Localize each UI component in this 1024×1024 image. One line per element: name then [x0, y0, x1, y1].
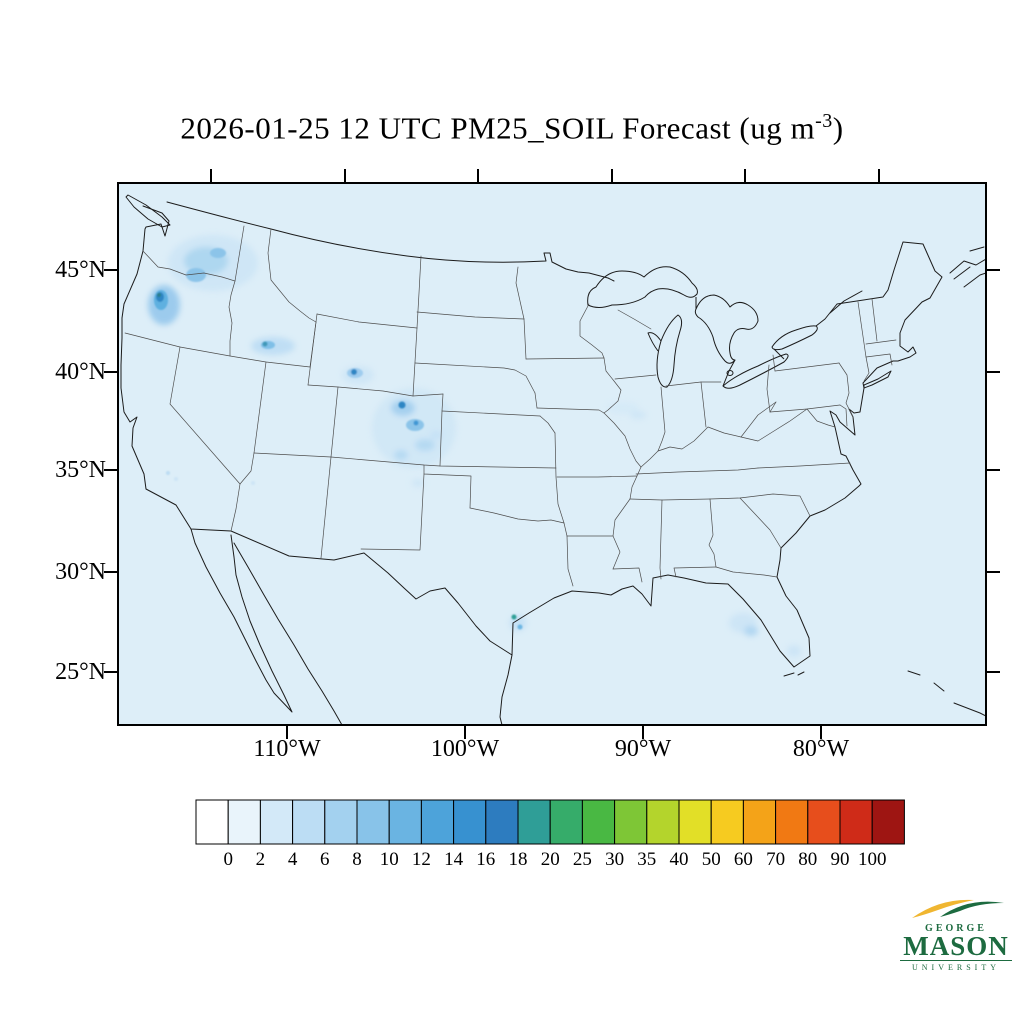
axis-ticks — [104, 169, 1000, 739]
lon-tick-label: 90°W — [614, 736, 672, 762]
colorbar-tick-label: 35 — [637, 849, 657, 870]
colorbar-tick-label: 12 — [411, 849, 431, 870]
plot-title: 2026-01-25 12 UTC PM25_SOIL Forecast (ug… — [0, 110, 1024, 146]
colorbar-tick-label: 20 — [540, 849, 560, 870]
green-bay — [647, 332, 662, 352]
colorbar-tick-label: 40 — [669, 849, 689, 870]
colorbar-cell — [517, 799, 551, 845]
lon-tick-label: 100°W — [430, 736, 500, 762]
colorbar-cell — [710, 799, 744, 845]
niagara-river — [773, 348, 785, 360]
colorbar-cell — [420, 799, 455, 845]
colorbar-cell — [356, 799, 390, 845]
gmu-logo-university: UNIVERSITY — [900, 960, 1012, 972]
colorbar-cell — [259, 799, 294, 845]
lat-tick-label: 45°N — [55, 257, 106, 283]
lake-st-clair — [726, 370, 734, 376]
plot-title-close: ) — [832, 110, 844, 146]
colorbar-cell — [775, 799, 809, 845]
colorbar-cell — [195, 799, 229, 845]
colorbar-tick-label: 100 — [857, 849, 887, 870]
colorbar-tick-label: 8 — [352, 849, 362, 870]
plot-title-exponent: -3 — [815, 110, 833, 132]
gmu-logo-george: GEORGE — [925, 923, 987, 934]
colorbar-cell — [485, 799, 519, 845]
state-boundaries — [124, 225, 897, 587]
colorbar-tick-label: 60 — [733, 849, 753, 870]
lon-tick-label: 80°W — [792, 736, 850, 762]
colorbar-tick-label: 14 — [444, 849, 464, 870]
lake-erie — [722, 353, 789, 389]
colorbar-cells — [195, 799, 905, 845]
top-lon-ticks — [210, 169, 880, 183]
colorbar-tick-label: 80 — [798, 849, 818, 870]
colorbar-cell — [839, 799, 873, 845]
bottom-lon-ticks — [286, 725, 822, 739]
colorbar-tick-label: 90 — [830, 849, 850, 870]
colorbar-tick-label: 70 — [766, 849, 786, 870]
colorbar-cell — [292, 799, 326, 845]
lat-tick-label: 30°N — [55, 559, 106, 585]
colorbar-cell — [678, 799, 712, 845]
colorbar-tick-label: 4 — [287, 849, 298, 870]
right-lat-ticks — [986, 269, 1000, 673]
colorbar-tick-label: 0 — [223, 849, 233, 870]
colorbar-tick-label: 25 — [572, 849, 592, 870]
gmu-logo-mason: MASON — [903, 931, 1009, 961]
colorbar-cell — [646, 799, 680, 845]
colorbar — [195, 799, 907, 850]
colorbar-tick-label: 18 — [508, 849, 528, 870]
gmu-logo: GEORGE MASON UNIVERSITY — [900, 896, 1012, 972]
colorbar-tick-label: 30 — [605, 849, 625, 870]
coastline-and-national-borders — [120, 194, 986, 725]
colorbar-tick-label: 6 — [320, 849, 330, 870]
lat-tick-label: 40°N — [55, 359, 106, 385]
colorbar-tick-label: 16 — [476, 849, 496, 870]
colorbar-tick-label: 2 — [255, 849, 266, 870]
colorbar-cell — [227, 799, 261, 845]
map-frame — [117, 182, 987, 726]
colorbar-labels: 0 2 4 6 8 10 12 14 16 18 20 25 30 35 40 … — [195, 849, 907, 875]
colorbar-tick-label: 10 — [379, 849, 399, 870]
lake-huron — [694, 294, 759, 364]
colorbar-cell — [614, 799, 648, 845]
lon-tick-label: 110°W — [253, 736, 321, 762]
great-lakes — [587, 266, 818, 389]
lake-ontario — [771, 325, 818, 351]
left-lat-ticks — [104, 269, 118, 673]
colorbar-cell — [742, 799, 777, 845]
colorbar-cell — [549, 799, 583, 845]
colorbar-cell — [581, 799, 616, 845]
gmu-leaf-swoosh-icon — [912, 899, 1004, 918]
colorbar-cell — [388, 799, 422, 845]
colorbar-tick-label: 50 — [701, 849, 721, 870]
lat-tick-label: 35°N — [55, 457, 106, 483]
lat-tick-label: 25°N — [55, 659, 106, 685]
colorbar-cell — [807, 799, 841, 845]
colorbar-cell — [871, 799, 905, 845]
colorbar-cell — [453, 799, 487, 845]
colorbar-cell — [324, 799, 358, 845]
lake-superior — [587, 266, 698, 308]
plot-title-text: 2026-01-25 12 UTC PM25_SOIL Forecast (ug… — [180, 110, 816, 146]
